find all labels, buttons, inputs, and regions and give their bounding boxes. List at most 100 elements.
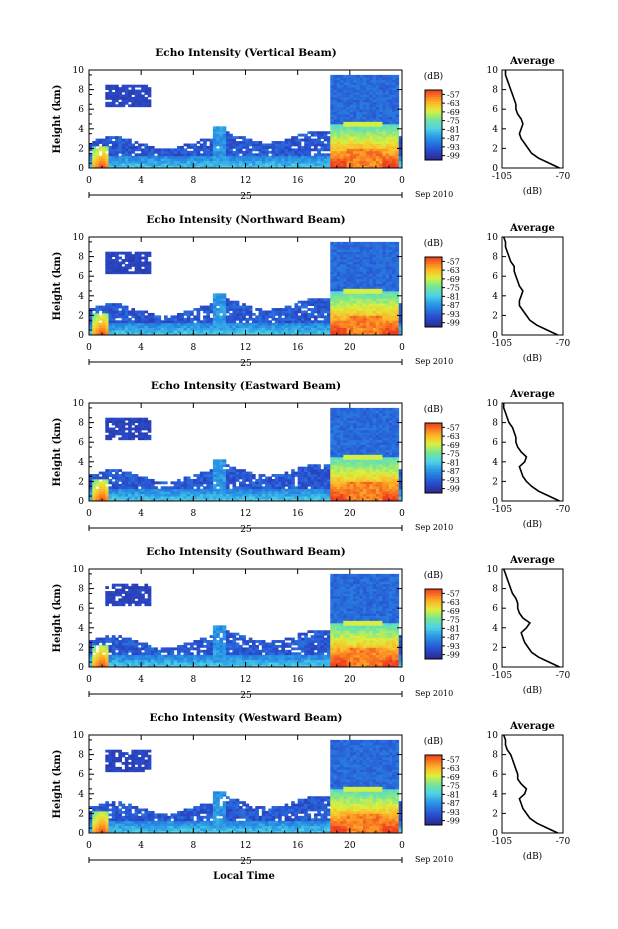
intensity-cell: [281, 327, 286, 331]
intensity-cell: [366, 303, 370, 306]
intensity-cell: [173, 325, 178, 329]
intensity-cell: [167, 332, 171, 336]
intensity-cell: [320, 133, 325, 137]
intensity-cell: [154, 150, 158, 154]
intensity-cell: [313, 478, 318, 482]
intensity-cell: [274, 330, 279, 333]
intensity-cell: [385, 148, 390, 152]
intensity-cell: [212, 305, 217, 309]
intensity-cell: [356, 278, 361, 282]
intensity-cell: [242, 491, 246, 495]
intensity-cell: [193, 327, 197, 331]
intensity-cell: [317, 315, 321, 319]
intensity-cell: [379, 116, 383, 120]
intensity-cell: [92, 317, 96, 321]
intensity-cell: [307, 155, 312, 159]
intensity-cell: [206, 160, 211, 164]
intensity-cell: [346, 454, 351, 458]
intensity-cell: [379, 106, 383, 110]
intensity-cell: [356, 143, 361, 147]
intensity-cell: [336, 327, 341, 331]
intensity-cell: [124, 160, 129, 164]
intensity-cell: [144, 259, 149, 262]
intensity-cell: [382, 160, 387, 164]
intensity-cell: [225, 145, 230, 149]
intensity-cell: [183, 327, 188, 331]
intensity-cell: [307, 153, 312, 157]
intensity-cell: [278, 155, 282, 159]
intensity-cell: [392, 303, 396, 306]
intensity-cell: [212, 141, 217, 144]
intensity-cell: [388, 251, 393, 255]
intensity-cell: [261, 491, 266, 495]
intensity-cell: [320, 312, 325, 316]
intensity-cell: [307, 308, 312, 311]
intensity-cell: [320, 160, 325, 164]
intensity-cell: [248, 478, 253, 482]
intensity-cell: [141, 268, 145, 272]
intensity-cell: [346, 153, 351, 157]
intensity-cell: [398, 303, 403, 306]
intensity-cell: [131, 261, 136, 265]
intensity-cell: [154, 163, 158, 166]
intensity-cell: [340, 444, 344, 448]
intensity-cell: [212, 498, 217, 502]
intensity-cell: [356, 138, 361, 142]
intensity-cell: [150, 488, 155, 492]
intensity-cell: [369, 246, 374, 250]
intensity-cell: [388, 276, 393, 280]
intensity-cell: [137, 94, 142, 98]
intensity-cell: [261, 332, 266, 336]
intensity-cell: [102, 327, 106, 331]
intensity-cell: [248, 155, 253, 159]
intensity-cell: [242, 471, 246, 475]
intensity-cell: [353, 92, 357, 95]
intensity-cell: [313, 488, 318, 492]
intensity-cell: [343, 104, 347, 108]
intensity-cell: [108, 417, 113, 421]
intensity-cell: [353, 322, 357, 326]
colorbar-tick-label: -99: [447, 319, 460, 328]
intensity-cell: [382, 283, 387, 287]
intensity-cell: [372, 288, 377, 292]
intensity-cell: [356, 96, 361, 100]
intensity-cell: [271, 145, 276, 149]
intensity-cell: [134, 491, 139, 495]
intensity-cell: [278, 486, 282, 490]
intensity-cell: [183, 496, 188, 499]
intensity-cell: [265, 491, 269, 495]
intensity-cell: [395, 150, 400, 154]
intensity-cell: [196, 330, 201, 333]
intensity-cell: [336, 249, 341, 253]
colorbar-unit: (dB): [424, 71, 443, 82]
intensity-cell: [320, 478, 325, 482]
intensity-cell: [193, 498, 197, 502]
intensity-cell: [203, 496, 207, 499]
intensity-cell: [356, 293, 361, 297]
intensity-cell: [353, 82, 357, 86]
intensity-cell: [89, 143, 93, 147]
intensity-cell: [349, 254, 354, 257]
intensity-cell: [102, 493, 106, 497]
intensity-cell: [287, 486, 292, 490]
intensity-cell: [392, 271, 396, 275]
intensity-cell: [343, 119, 347, 122]
intensity-cell: [375, 79, 380, 83]
intensity-cell: [108, 481, 113, 485]
intensity-cell: [222, 493, 227, 497]
colorbar-swatch: [425, 313, 442, 316]
intensity-cell: [388, 148, 393, 152]
intensity-cell: [102, 163, 106, 166]
intensity-cell: [229, 153, 233, 157]
intensity-cell: [330, 155, 334, 159]
intensity-cell: [327, 138, 331, 142]
intensity-cell: [369, 114, 374, 117]
intensity-cell: [304, 158, 308, 162]
intensity-cell: [121, 268, 126, 272]
intensity-cell: [261, 474, 266, 477]
intensity-cell: [375, 94, 380, 98]
intensity-cell: [157, 153, 162, 157]
intensity-cell: [219, 150, 224, 154]
intensity-cell: [144, 145, 149, 149]
intensity-cell: [297, 483, 302, 487]
